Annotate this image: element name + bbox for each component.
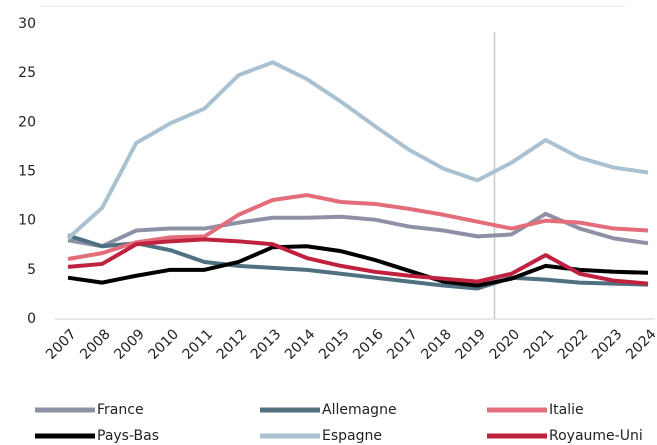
series-line — [67, 233, 649, 291]
series-line — [67, 211, 649, 249]
legend-label: Allemagne — [322, 402, 397, 418]
y-tick-label: 0 — [27, 311, 36, 327]
x-tick-label: 2017 — [384, 326, 421, 363]
x-tick-label: 2016 — [350, 326, 387, 363]
x-tick-label: 2018 — [418, 326, 455, 363]
x-tick-label: 2007 — [43, 326, 80, 363]
legend-label: Espagne — [322, 428, 382, 444]
series-line — [67, 237, 649, 286]
x-tick-label: 2011 — [180, 326, 217, 363]
series-line — [66, 60, 649, 240]
y-tick-label: 20 — [18, 114, 36, 130]
x-tick-label: 2012 — [214, 326, 251, 363]
y-tick-label: 15 — [18, 164, 36, 180]
x-tick-label: 2015 — [316, 326, 353, 363]
x-tick-label: 2019 — [453, 326, 490, 363]
x-tick-label: 2024 — [623, 326, 657, 363]
x-tick-label: 2020 — [487, 326, 524, 363]
legend-label: France — [97, 402, 144, 418]
legend-label: Pays-Bas — [97, 428, 159, 444]
y-tick-label: 25 — [18, 65, 36, 81]
x-tick-label: 2010 — [145, 326, 182, 363]
y-tick-label: 10 — [18, 213, 36, 229]
series-line — [67, 193, 649, 261]
x-tick-label: 2023 — [589, 326, 626, 363]
x-tick-label: 2014 — [282, 326, 319, 363]
x-tick-label: 2022 — [555, 326, 592, 363]
y-tick-label: 5 — [27, 262, 36, 278]
legend-label: Italie — [549, 402, 584, 418]
legend-label: Royaume-Uni — [549, 428, 643, 444]
x-tick-label: 2013 — [248, 326, 285, 363]
x-tick-label: 2008 — [77, 326, 114, 363]
series-line — [67, 244, 649, 288]
x-tick-label: 2021 — [521, 326, 558, 363]
y-tick-label: 30 — [18, 16, 36, 32]
x-tick-label: 2009 — [111, 326, 148, 363]
